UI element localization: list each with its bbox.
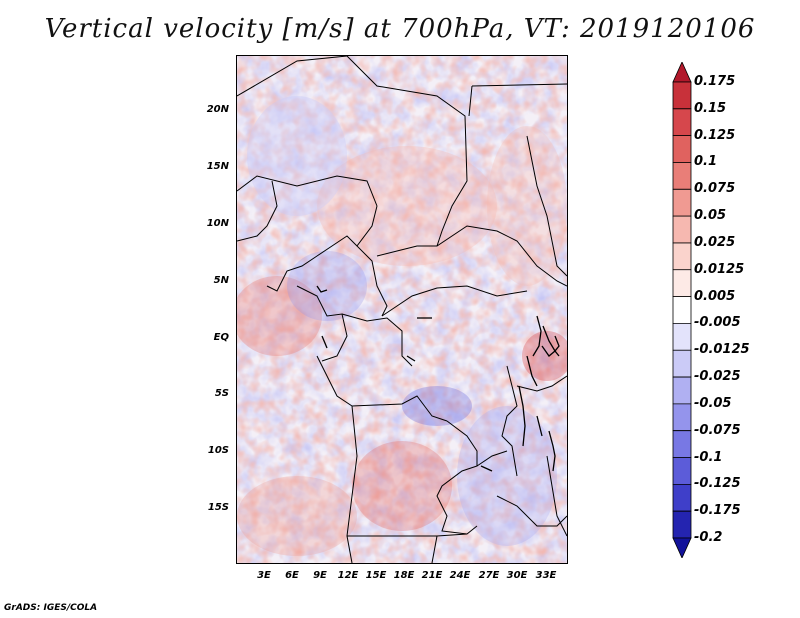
colorbar-bin [672, 296, 692, 324]
lon-label-3e: 3E [257, 570, 271, 581]
colorbar-bin [672, 162, 692, 190]
colorbar-bin [672, 215, 692, 244]
colorbar-bin [672, 510, 692, 539]
colorbar-tick-label: -0.1 [694, 449, 723, 465]
colorbar-tick-label: -0.005 [694, 315, 741, 331]
colorbar-bin [672, 108, 692, 137]
lon-label-33e: 33E [535, 570, 557, 581]
lon-label-24e: 24E [449, 570, 471, 581]
lon-label-12e: 12E [337, 570, 359, 581]
colorbar-bin [672, 323, 692, 351]
lat-label-10s: 10S [207, 445, 229, 456]
colorbar-tick-label: 0.005 [694, 288, 736, 304]
lakes-and-coast [316, 285, 560, 472]
lat-label-15n: 15N [206, 161, 229, 172]
lon-label-15e: 15E [365, 570, 387, 581]
colorbar-bin [672, 376, 692, 405]
colorbar-bin [672, 62, 692, 83]
lon-label-30e: 30E [506, 570, 528, 581]
colorbar-tick-label: -0.025 [694, 369, 741, 385]
map-title: Vertical velocity [m/s] at 700hPa, VT: 2… [44, 14, 756, 44]
colorbar-tick-label: -0.125 [694, 476, 741, 492]
colorbar-tick-label: 0.075 [694, 181, 736, 197]
colorbar-tick-label: 0.0125 [694, 261, 745, 277]
lon-label-27e: 27E [478, 570, 500, 581]
map-panel [236, 55, 568, 564]
lat-label-5s: 5S [214, 388, 229, 399]
colorbar-bin [672, 349, 692, 378]
lat-label-eq: EQ [213, 332, 229, 343]
colorbar-bin [672, 81, 692, 110]
colorbar-bin [672, 483, 692, 512]
colorbar-bin [672, 430, 692, 458]
lat-label-20n: 20N [206, 104, 229, 115]
credit-text: GrADS: IGES/COLA [4, 603, 98, 613]
map-canvas [237, 56, 567, 563]
colorbar-tick-label: 0.05 [694, 208, 727, 224]
colorbar-tick-label: 0.175 [694, 74, 736, 89]
colorbar-tick-label: -0.05 [694, 395, 732, 411]
colorbar-tick-label: 0.025 [694, 234, 736, 250]
colorbar-tick-label: 0.125 [694, 127, 736, 143]
lat-label-10n: 10N [206, 218, 229, 229]
lat-label-5n: 5N [213, 275, 229, 286]
lon-label-9e: 9E [313, 570, 327, 581]
colorbar-tick-label: 0.1 [694, 154, 718, 170]
lon-label-21e: 21E [421, 570, 443, 581]
field-patches [237, 56, 567, 563]
colorbar-bin [672, 135, 692, 163]
colorbar-bin [672, 269, 692, 297]
colorbar-bin [672, 242, 692, 271]
colorbar-bin [672, 188, 692, 217]
colorbar-tick-label: -0.075 [694, 422, 741, 438]
colorbar-tick-label: -0.0125 [694, 342, 750, 358]
colorbar-bin [672, 537, 692, 558]
lon-label-6e: 6E [285, 570, 299, 581]
colorbar-tick-label: -0.2 [694, 530, 723, 545]
lat-label-15s: 15S [207, 502, 229, 513]
colorbar [672, 62, 692, 558]
colorbar-tick-label: 0.15 [694, 100, 727, 116]
colorbar-tick-label: -0.175 [694, 503, 741, 519]
colorbar-bin [672, 403, 692, 432]
country-borders [237, 56, 567, 563]
colorbar-bin [672, 457, 692, 485]
lon-label-18e: 18E [393, 570, 415, 581]
